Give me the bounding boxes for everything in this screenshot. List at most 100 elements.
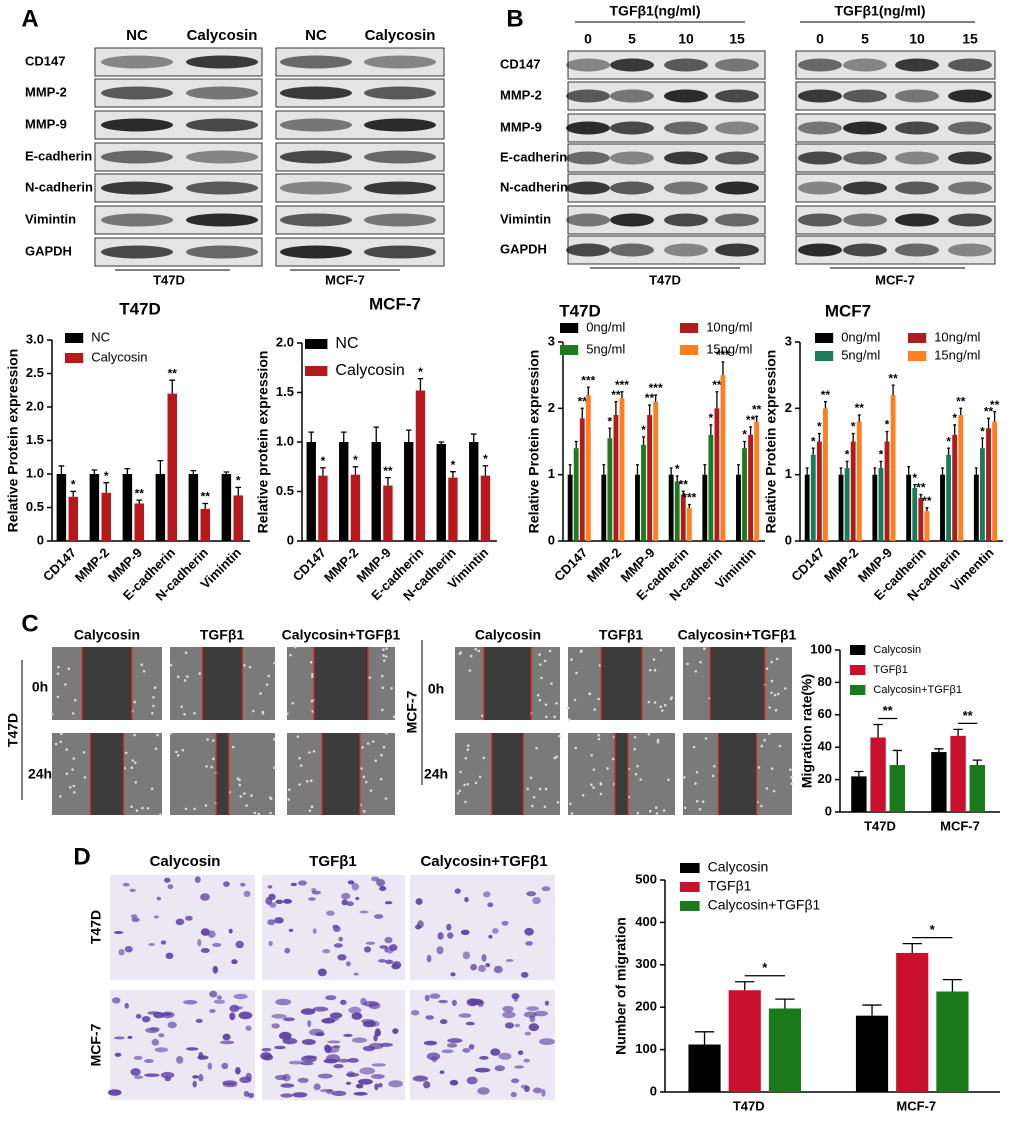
blot-band [364, 181, 436, 195]
cell-speck [239, 795, 242, 798]
cell-speck [311, 675, 314, 678]
cell-speck [59, 795, 62, 798]
error-bar [124, 467, 131, 474]
panel-label: A [21, 5, 38, 32]
bar [585, 395, 591, 541]
significance-label: *** [716, 348, 730, 362]
cell-speck [670, 696, 674, 699]
cell-speck [253, 811, 257, 815]
bar [688, 1044, 721, 1092]
stained-cell [282, 1037, 298, 1045]
cell-speck [72, 757, 76, 760]
cell-speck [458, 789, 462, 793]
dose-label: 10 [909, 31, 925, 47]
cell-speck [655, 806, 658, 809]
y-tick-label: 0.5 [26, 499, 44, 514]
cell-speck [770, 679, 774, 683]
cell-speck [154, 747, 158, 750]
error-bar [942, 978, 963, 992]
bar [884, 441, 890, 541]
stained-cell [462, 951, 471, 960]
significance-label: ** [855, 401, 865, 415]
legend-label: 5ng/ml [841, 347, 880, 362]
cell-speck [464, 800, 467, 804]
bar [101, 492, 112, 541]
stained-cell [154, 1047, 169, 1053]
cell-speck [312, 750, 316, 753]
cell-speck [760, 744, 763, 748]
cell-speck [639, 778, 642, 781]
error-bar [873, 723, 883, 738]
cell-speck [553, 715, 556, 718]
error-bar [959, 407, 963, 415]
transwell-image [410, 875, 555, 980]
bar [306, 442, 316, 541]
cell-speck [252, 709, 255, 713]
cell-line-label: MCF-7 [88, 1023, 104, 1066]
stained-cell [470, 963, 477, 971]
cell-speck [273, 737, 276, 741]
stained-cell [347, 880, 355, 885]
cell-speck [550, 682, 553, 685]
error-bar [873, 467, 877, 475]
blot-band [610, 151, 654, 165]
bar [601, 474, 607, 541]
y-tick-label: 200 [635, 999, 657, 1014]
stained-cell [417, 920, 424, 929]
bar [851, 776, 867, 812]
blot-band [948, 89, 992, 103]
stained-cell [284, 947, 291, 954]
blot-band [715, 213, 759, 227]
error-bar [482, 465, 489, 476]
legend-label: NC [335, 335, 358, 352]
bar [134, 503, 145, 541]
error-bar [417, 377, 424, 391]
significance-label: * [811, 434, 816, 448]
stained-cell [370, 1074, 385, 1079]
cell-speck [539, 663, 542, 666]
stained-cell [319, 1089, 334, 1093]
cell-speck [573, 698, 577, 702]
blot-band [566, 181, 610, 195]
stained-cell [297, 1077, 309, 1083]
cell-speck [538, 787, 542, 791]
stained-cell [235, 940, 244, 949]
significance-label: ** [611, 388, 621, 402]
blot-band [101, 150, 173, 164]
stained-cell [359, 1067, 376, 1075]
stained-cell [308, 897, 316, 901]
y-tick-label: 2 [785, 400, 792, 415]
y-tick-label: 1.0 [276, 433, 294, 448]
bar [823, 408, 828, 541]
stained-cell [464, 897, 469, 903]
wound-gap [710, 647, 765, 720]
legend-label: Calycosin [708, 859, 769, 875]
significance-label: ** [984, 404, 994, 418]
wound-gap [314, 647, 368, 720]
cell-speck [633, 747, 636, 751]
significance-label: * [742, 428, 747, 442]
stained-cell [261, 1047, 272, 1052]
error-bar [755, 415, 759, 422]
blot-band [610, 213, 654, 227]
stained-cell [304, 1055, 318, 1059]
cell-speck [156, 733, 159, 737]
stained-cell [160, 1071, 175, 1079]
cell-speck [648, 809, 652, 813]
error-bar [602, 464, 606, 475]
stained-cell [275, 998, 292, 1006]
blot-band [895, 151, 939, 165]
stained-cell [351, 883, 359, 891]
cell-speck [59, 740, 63, 744]
y-tick-label: 2.0 [26, 398, 44, 413]
error-bar [608, 427, 612, 439]
cell-speck [459, 770, 462, 774]
bar [838, 474, 844, 541]
cell-speck [592, 768, 596, 771]
bar [686, 507, 692, 541]
cell-speck [456, 792, 460, 795]
cell-speck [538, 653, 541, 656]
stained-cell [364, 946, 371, 953]
stained-cell [481, 954, 487, 962]
stained-cell [209, 1009, 216, 1013]
